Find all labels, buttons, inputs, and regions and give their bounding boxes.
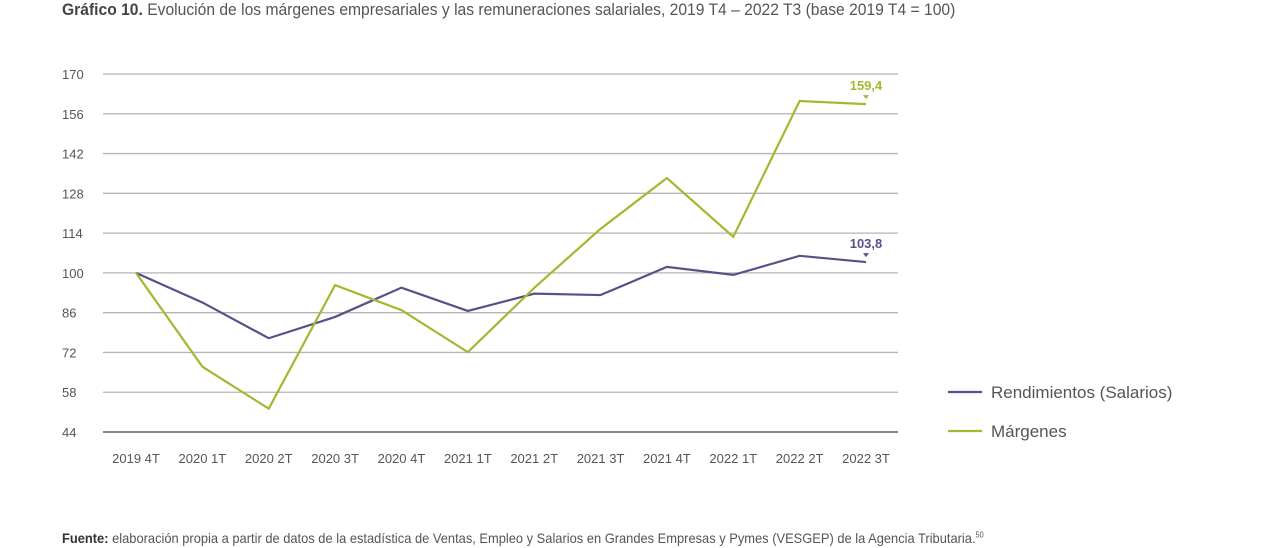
end-marker (863, 253, 869, 258)
y-tick-label: 58 (62, 385, 76, 400)
x-tick-label: 2019 4T (112, 451, 160, 466)
series-line-rendimientos (135, 254, 867, 340)
data-label: 103,8 (850, 236, 883, 251)
legend-label: Márgenes (991, 422, 1067, 441)
source-text: elaboración propia a partir de datos de … (112, 530, 976, 546)
x-tick-label: 2020 3T (311, 451, 359, 466)
chart-number: Gráfico 10. (62, 0, 143, 19)
x-tick-label: 2022 2T (776, 451, 824, 466)
y-tick-label: 142 (62, 147, 84, 162)
legend-label: Rendimientos (Salarios) (991, 383, 1172, 402)
y-tick-label: 114 (62, 226, 83, 241)
source-label: Fuente: (62, 530, 109, 546)
x-tick-label: 2020 4T (378, 451, 426, 466)
x-tick-label: 2020 2T (245, 451, 293, 466)
source-note: Fuente: elaboración propia a partir de d… (62, 530, 984, 546)
x-tick-label: 2021 4T (643, 451, 691, 466)
x-tick-label: 2021 2T (510, 451, 558, 466)
y-tick-label: 44 (62, 425, 76, 440)
chart-title: Gráfico 10. Evolución de los márgenes em… (62, 0, 955, 20)
footnote-ref: 50 (975, 530, 984, 540)
x-tick-label: 2022 1T (709, 451, 757, 466)
x-tick-label: 2021 3T (577, 451, 625, 466)
chart-title-text: Evolución de los márgenes empresariales … (147, 0, 956, 19)
data-label: 159,4 (850, 78, 883, 93)
y-tick-label: 170 (62, 67, 84, 82)
y-tick-label: 100 (62, 266, 84, 281)
x-tick-label: 2020 1T (179, 451, 227, 466)
x-tick-label: 2022 3T (842, 451, 890, 466)
series-line-margenes (135, 99, 867, 411)
y-tick-label: 156 (62, 107, 84, 122)
end-marker (863, 95, 869, 100)
y-tick-label: 86 (62, 306, 76, 321)
x-tick-label: 2021 1T (444, 451, 492, 466)
y-tick-label: 128 (62, 186, 84, 201)
y-tick-label: 72 (62, 345, 76, 360)
